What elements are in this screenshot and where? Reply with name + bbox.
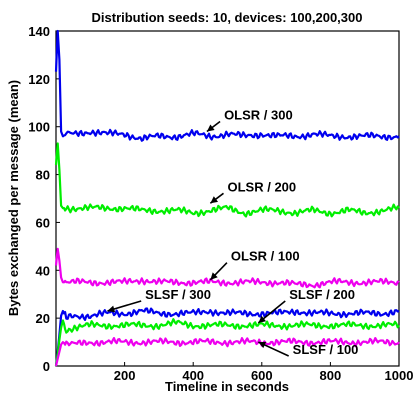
annotation-arrowhead <box>107 305 116 313</box>
y-tick-label: 140 <box>28 24 50 39</box>
annotation-label: OLSR / 100 <box>231 249 300 264</box>
annotations-layer: OLSR / 300 OLSR / 200 OLSR / 100 SLSF / 300… <box>107 108 359 357</box>
annotation-arrowhead <box>210 196 219 204</box>
annotation-arrowhead <box>258 341 267 349</box>
x-tick-label: 1000 <box>385 368 414 383</box>
annotation-label: SLSF / 300 <box>145 287 211 302</box>
annotation-label: OLSR / 200 <box>228 179 297 194</box>
y-tick-label: 100 <box>28 120 50 135</box>
y-tick-label: 80 <box>36 168 50 183</box>
axis-ticks: 200 400 600 800 1000 0 20 40 60 80 100 120 140 <box>28 24 413 383</box>
series-line <box>54 318 400 367</box>
annotation-label: OLSR / 300 <box>224 108 293 123</box>
y-axis-label: Bytes exchanged per message (mean) <box>6 80 21 316</box>
series-line <box>54 142 400 218</box>
annotation-arrowhead <box>206 124 215 132</box>
series-line <box>54 29 400 142</box>
y-tick-label: 0 <box>43 359 50 374</box>
x-tick-label: 800 <box>320 368 342 383</box>
x-axis-label: Timeline in seconds <box>165 379 289 394</box>
annotation-arrowhead <box>258 315 267 323</box>
chart-title: Distribution seeds: 10, devices: 100,200… <box>92 10 363 25</box>
y-tick-label: 120 <box>28 72 50 87</box>
annotation-label: SLSF / 100 <box>293 342 359 357</box>
annotation-label: SLSF / 200 <box>289 287 355 302</box>
y-tick-label: 20 <box>36 311 50 326</box>
annotation-arrowhead <box>210 272 218 280</box>
plot-frame <box>55 30 400 367</box>
x-tick-label: 600 <box>251 368 273 383</box>
series-layer <box>54 29 400 367</box>
x-tick-label: 200 <box>114 368 136 383</box>
x-tick-label: 400 <box>182 368 204 383</box>
series-line <box>54 337 400 367</box>
series-line <box>54 307 400 367</box>
y-tick-label: 40 <box>36 263 50 278</box>
y-tick-label: 60 <box>36 215 50 230</box>
series-line <box>54 247 400 289</box>
